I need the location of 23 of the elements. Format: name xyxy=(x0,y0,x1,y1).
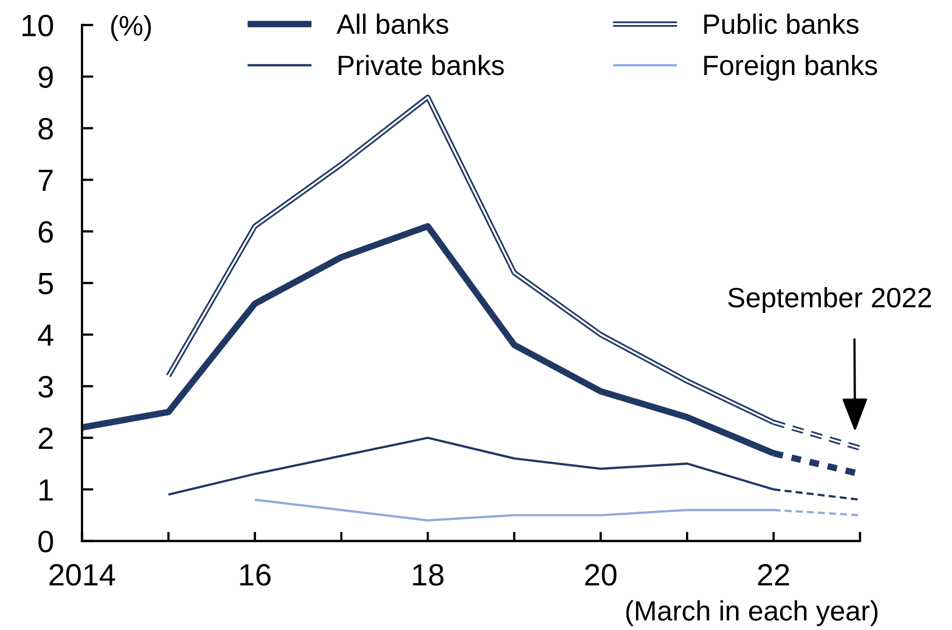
x-axis-title: (March in each year) xyxy=(626,600,878,626)
y-tick-label: 6 xyxy=(38,221,53,243)
y-tick-label: 9 xyxy=(38,66,53,88)
y-tick-label: 8 xyxy=(38,118,53,140)
x-tick-label: 2014 xyxy=(50,564,116,586)
legend-label: Public banks xyxy=(704,14,858,34)
y-tick-label: 3 xyxy=(38,376,53,398)
y-tick-label: 10 xyxy=(22,14,54,36)
x-tick-label: 18 xyxy=(413,564,444,586)
y-axis-title: (%) xyxy=(111,15,151,42)
legend-label: All banks xyxy=(336,14,448,34)
x-tick-label: 20 xyxy=(585,564,616,586)
y-tick-label: 5 xyxy=(38,273,53,294)
y-tick-label: 7 xyxy=(38,170,53,191)
y-tick-label: 0 xyxy=(38,530,54,552)
legend-label: Private banks xyxy=(338,54,504,76)
annotation: September 2022 xyxy=(728,287,931,313)
legend-label: Foreign banks xyxy=(704,54,878,81)
y-tick-label: 2 xyxy=(38,428,53,449)
y-tick-label: 4 xyxy=(38,324,54,346)
x-tick-label: 22 xyxy=(758,564,790,586)
x-tick-label: 16 xyxy=(240,564,271,586)
y-tick-label: 1 xyxy=(40,479,53,500)
